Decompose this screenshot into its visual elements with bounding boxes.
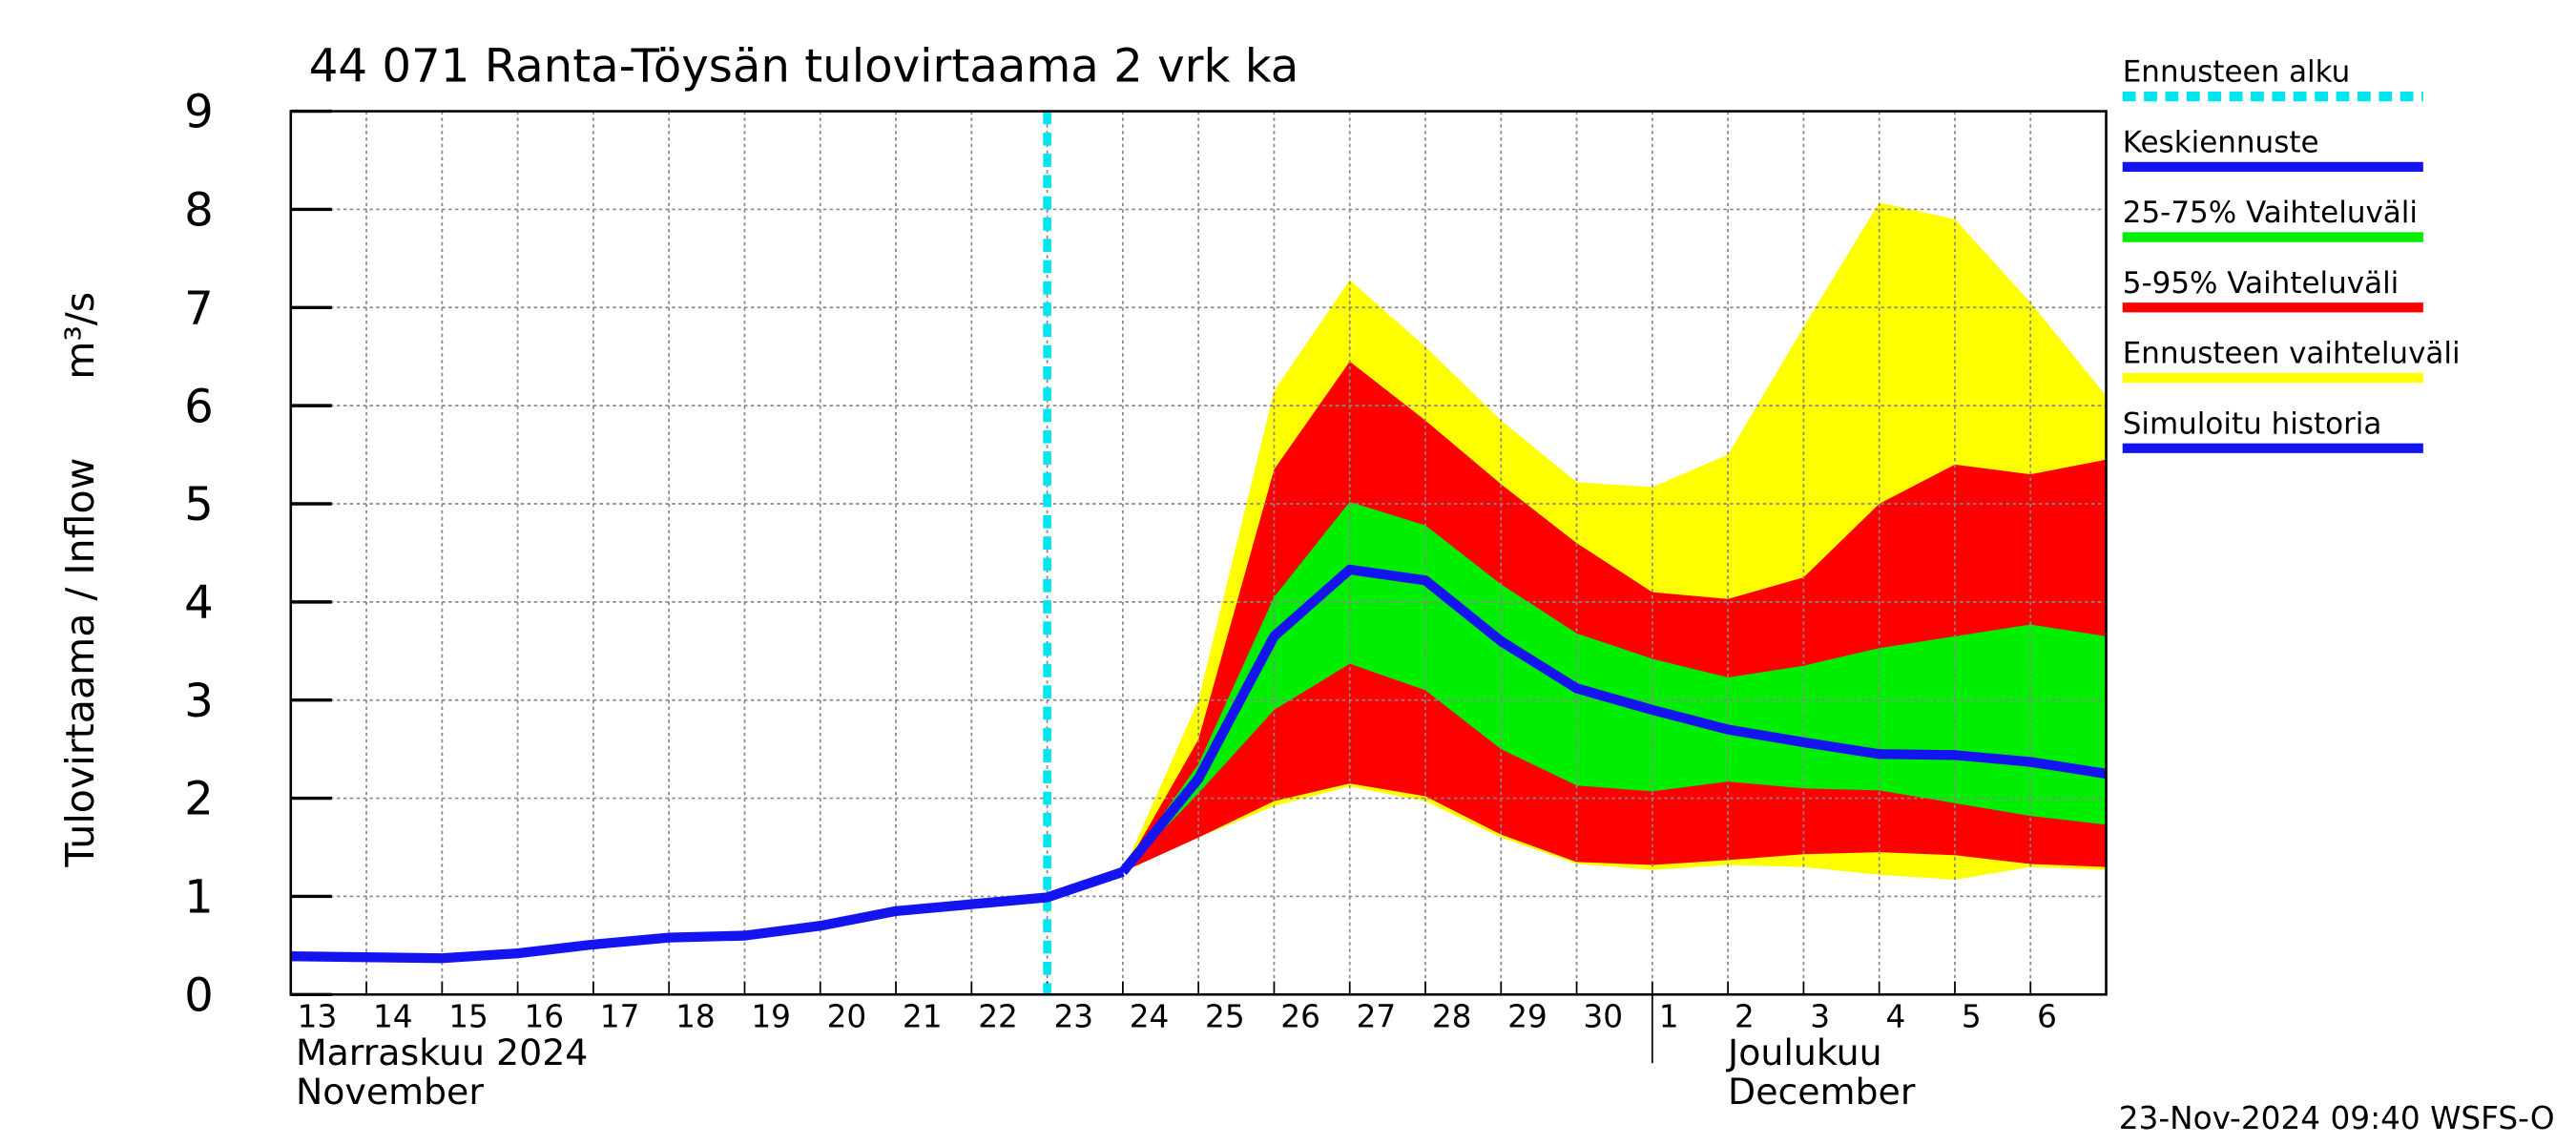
month-label: November: [296, 1071, 484, 1113]
footer: 23-Nov-2024 09:40 WSFS-O: [2119, 1100, 2555, 1136]
plot-frame: [289, 110, 2108, 996]
x-tick-label: 22: [978, 999, 1018, 1035]
x-tick-label: 15: [448, 999, 488, 1035]
x-tick-label: 23: [1053, 999, 1093, 1035]
y-tick-label: 1: [184, 871, 214, 925]
legend-label: 5-95% Vaihteluväli: [2123, 266, 2399, 301]
x-tick-label: 29: [1507, 999, 1548, 1035]
y-tick-label: 0: [184, 969, 214, 1023]
legend-label: Ennusteen vaihteluväli: [2123, 337, 2461, 371]
y-tick-label: 2: [184, 773, 214, 826]
x-tick-label: 14: [373, 999, 413, 1035]
x-tick-label: 24: [1130, 999, 1170, 1035]
x-tick-label: 26: [1280, 999, 1320, 1035]
y-tick-label: 6: [184, 380, 214, 433]
legend-label: Keskiennuste: [2123, 125, 2319, 159]
x-tick-label: 27: [1357, 999, 1397, 1035]
x-tick-label: 20: [827, 999, 867, 1035]
x-tick-label: 13: [298, 999, 338, 1035]
x-tick-label: 28: [1432, 999, 1472, 1035]
band: [1122, 501, 2107, 872]
y-tick-label: 5: [184, 478, 214, 531]
x-tick-label: 17: [600, 999, 640, 1035]
y-axis-label: Tulovirtaama / Inflow: [57, 458, 103, 868]
series-line: [290, 866, 1125, 964]
month-label: Joulukuu: [1726, 1031, 1882, 1073]
legend-label: 25-75% Vaihteluväli: [2123, 196, 2418, 230]
x-tick-label: 4: [1886, 999, 1906, 1035]
series-line: [1118, 564, 2108, 875]
x-tick-label: 5: [1962, 999, 1982, 1035]
x-tick-label: 25: [1205, 999, 1245, 1035]
x-tick-label: 30: [1583, 999, 1623, 1035]
month-label: Marraskuu 2024: [296, 1031, 588, 1073]
legend-label: Ennusteen alku: [2123, 55, 2351, 90]
x-tick-label: 6: [2037, 999, 2057, 1035]
y-tick-label: 3: [184, 675, 214, 728]
y-tick-label: 7: [184, 282, 214, 336]
y-tick-label: 8: [184, 184, 214, 238]
x-tick-label: 3: [1810, 999, 1830, 1035]
x-tick-label: 1: [1659, 999, 1679, 1035]
x-tick-label: 16: [525, 999, 565, 1035]
x-tick-label: 19: [751, 999, 791, 1035]
legend-label: Simuloitu historia: [2123, 406, 2382, 441]
x-tick-label: 18: [675, 999, 716, 1035]
y-axis-unit: m³/s: [57, 292, 103, 380]
month-label: December: [1728, 1071, 1916, 1113]
x-tick-label: 2: [1735, 999, 1755, 1035]
chart-title: 44 071 Ranta-Töysän tulovirtaama 2 vrk k…: [309, 40, 1299, 94]
y-tick-label: 4: [184, 576, 214, 630]
y-tick-label: 9: [184, 86, 214, 139]
x-tick-label: 21: [903, 999, 943, 1035]
